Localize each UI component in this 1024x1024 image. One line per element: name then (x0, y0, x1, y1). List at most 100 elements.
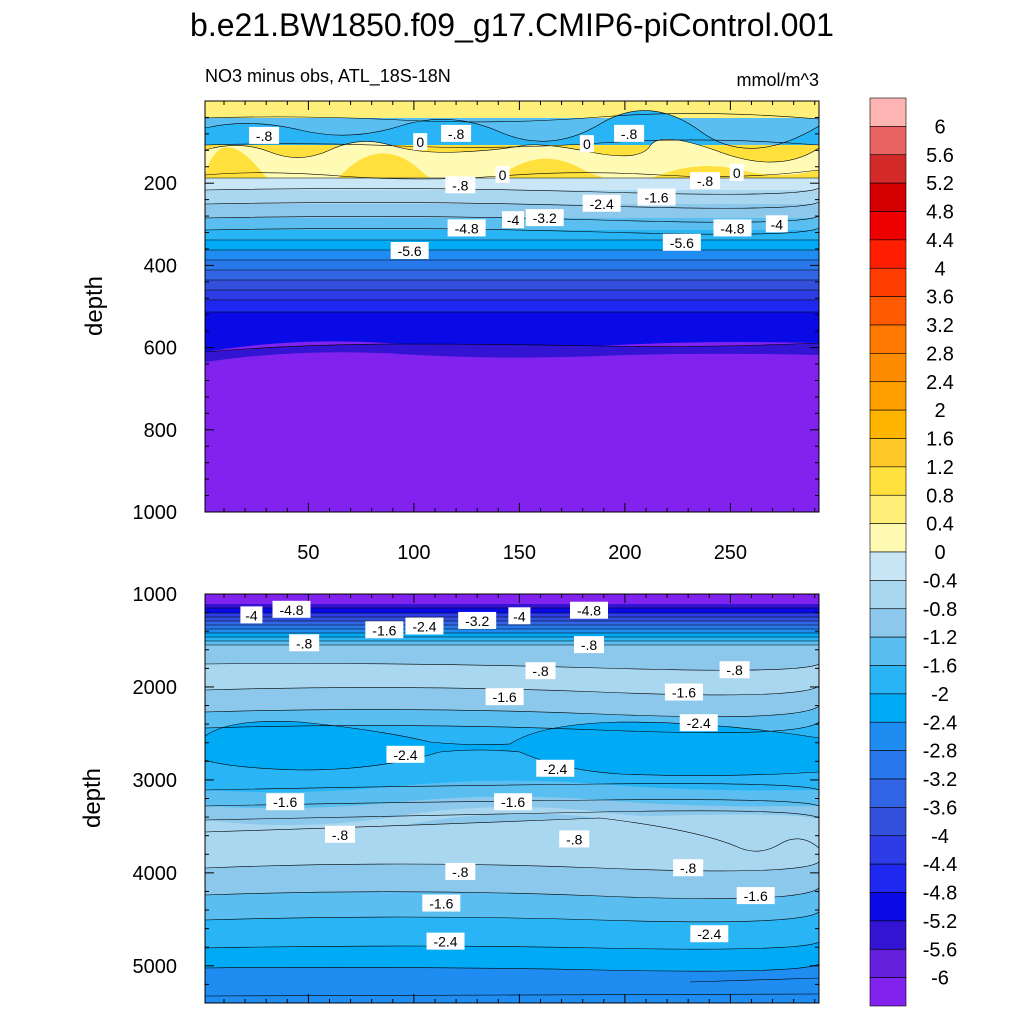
colorbar-level-label: -1.6 (923, 656, 957, 678)
colorbar-level-label: 0.8 (926, 485, 954, 507)
contour-label: -.8 (525, 662, 556, 680)
contour-label-text: -1.6 (744, 888, 768, 904)
contour-label: -2.4 (679, 714, 718, 732)
contour-label: -4.8 (447, 219, 486, 237)
colorbar-swatch (869, 438, 907, 468)
lower-fill-top-i (205, 633, 819, 637)
contour-label-box (579, 135, 594, 153)
upper-y-tick-label: 800 (144, 420, 177, 442)
contour-label-text: -.8 (581, 637, 598, 653)
contour-label-box (445, 176, 476, 194)
contour-label: -1.6 (365, 621, 404, 639)
colorbar-level-label: 0.4 (926, 514, 954, 536)
contour-label-box (508, 607, 531, 625)
colorbar-swatch (869, 835, 907, 865)
contour-label-box (405, 617, 444, 635)
colorbar-level-label: -3.2 (923, 769, 957, 791)
colorbar-level-label: -1.2 (923, 627, 957, 649)
colorbar-swatch (869, 409, 907, 439)
contour-label: -.8 (614, 124, 645, 142)
contour-label-text: -2.4 (697, 926, 721, 942)
colorbar-level-label: 1.6 (926, 429, 954, 451)
upper-fill-band-b (205, 139, 819, 196)
contour-label: -4 (508, 607, 531, 625)
contour-label-text: -4.8 (720, 220, 744, 236)
lower-fill-minus-1.2-a (205, 645, 819, 666)
contour-label-text: -2.4 (687, 715, 711, 731)
colorbar-swatch (869, 239, 907, 269)
contour-label-text: -.8 (566, 831, 583, 847)
figure-title: b.e21.BW1850.f09_g17.CMIP6-piControl.001 (190, 7, 834, 43)
colorbar-level-label: -4 (931, 826, 949, 848)
contour-label-box (614, 124, 645, 142)
contour-label-text: -4 (245, 607, 258, 623)
contour-label: -.8 (574, 636, 605, 654)
colorbar-level-label: -5.2 (923, 911, 957, 933)
colorbar-swatch (869, 977, 907, 1007)
contour-label: -.8 (441, 124, 472, 142)
contour-label-box (574, 636, 605, 654)
contour-label-text: 0 (583, 136, 591, 152)
contour-label: -.8 (445, 176, 476, 194)
contour-label-box (266, 793, 305, 811)
contour-label-text: -.8 (680, 860, 697, 876)
contour-label: -4 (765, 215, 788, 233)
lower-fill-minus-2.4 (205, 721, 819, 776)
lower-y-tick-label: 4000 (133, 863, 178, 885)
contour-label-text: -4.8 (455, 220, 479, 236)
upper-fill-band-a (205, 110, 819, 149)
panel-subtitle-right: mmol/m^3 (737, 70, 819, 90)
contour-label-box (445, 862, 476, 880)
contour-label-text: -2.4 (393, 747, 417, 763)
colorbar-level-label: 4.4 (926, 230, 954, 252)
upper-y-tick-label: 1000 (133, 502, 178, 524)
upper-fill-band-i (205, 250, 819, 260)
colorbar-level-label: -0.4 (923, 570, 957, 592)
contour-label: -3.2 (525, 209, 564, 227)
contour-label-box (447, 219, 486, 237)
contour-label-box (690, 925, 729, 943)
contour-label: -.8 (719, 661, 750, 679)
colorbar-level-label: -4.8 (923, 883, 957, 905)
upper-x-tick-label: 250 (714, 542, 747, 564)
contour-label-text: -3.2 (533, 210, 557, 226)
upper-fill-band-p (205, 343, 819, 362)
contour-label-box (662, 233, 701, 251)
contour-label: -.8 (289, 634, 320, 652)
lower-fill-deep-f (205, 964, 819, 1003)
contour-label-text: -1.6 (672, 685, 696, 701)
contour-label-text: -.8 (697, 173, 714, 189)
colorbar: 6 5.6 5.2 4.8 4.4 4 3.6 3.2 2.8 2.4 2 1.6 1.2 0.8 0.4 0… (869, 97, 957, 1007)
lower-fill-top-b (205, 604, 819, 610)
contour-label-box (664, 683, 703, 701)
contour-label-text: -2.4 (543, 761, 567, 777)
colorbar-level-label: 4.8 (926, 202, 954, 224)
contour-label-box (525, 662, 556, 680)
contour-label: -1.6 (266, 793, 305, 811)
colorbar-swatch (869, 97, 907, 127)
colorbar-swatch (869, 778, 907, 808)
contour-label-box (495, 165, 510, 183)
contour-label-text: -5.6 (670, 235, 694, 251)
contour-label: -1.6 (637, 188, 676, 206)
colorbar-swatch (869, 324, 907, 354)
contour-label-text: -.8 (448, 126, 465, 142)
contour-label-box (272, 600, 311, 618)
lower-y-tick-label: 1000 (133, 584, 178, 606)
colorbar-swatch (869, 807, 907, 837)
contour-label-box (325, 825, 356, 843)
upper-y-axis-label: depth (81, 276, 108, 336)
colorbar-swatch (869, 721, 907, 751)
lower-y-tick-label: 5000 (133, 956, 178, 978)
upper-x-tick-label: 100 (397, 542, 430, 564)
colorbar-swatch (869, 920, 907, 950)
contour-label-text: -1.6 (273, 794, 297, 810)
lower-y-axis-label: depth (79, 768, 106, 828)
contour-label-text: -1.6 (644, 190, 668, 206)
contour-label: -5.6 (662, 233, 701, 251)
contour-label-box (719, 661, 750, 679)
lower-axis-ticks: 1000 2000 3000 4000 5000 (133, 584, 819, 1004)
upper-contour-labels: -.8 0 -.8 0 -.8 -.8 0 0 -.8 -1.6 -2.4 -3.2 -4 -4.8 -5.… (249, 124, 788, 260)
